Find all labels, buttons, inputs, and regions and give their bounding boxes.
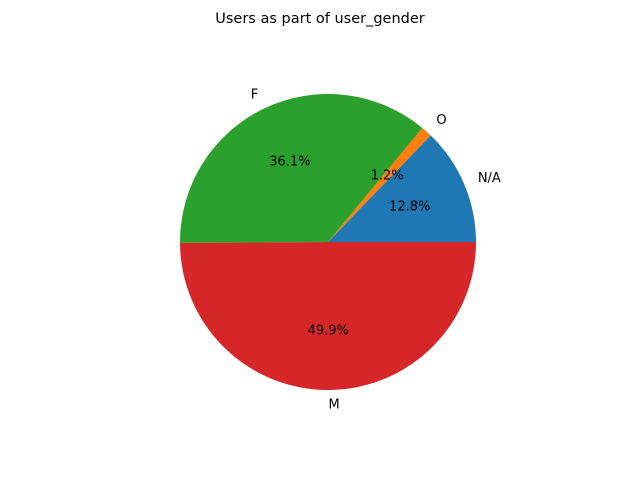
pie-slice-f <box>180 93 423 243</box>
slice-percent-label: 36.1% <box>269 154 310 169</box>
slice-label: M <box>329 397 340 412</box>
slice-label: O <box>436 113 446 128</box>
pie-slice-o <box>328 127 431 242</box>
pie-slice-m <box>180 242 476 391</box>
slice-percent-label: 49.9% <box>308 323 349 338</box>
pie-labels: N/A 12.8% O 1.2% F 36.1% M 49.9% <box>251 87 501 412</box>
pie-slice-n-a <box>328 135 476 242</box>
slice-percent-label: 1.2% <box>371 168 404 183</box>
slice-label: N/A <box>478 171 501 186</box>
slice-label: F <box>251 87 258 102</box>
chart-title: Users as part of user_gender <box>215 11 425 27</box>
slice-percent-label: 12.8% <box>389 200 430 215</box>
pie-wedges <box>180 93 476 391</box>
